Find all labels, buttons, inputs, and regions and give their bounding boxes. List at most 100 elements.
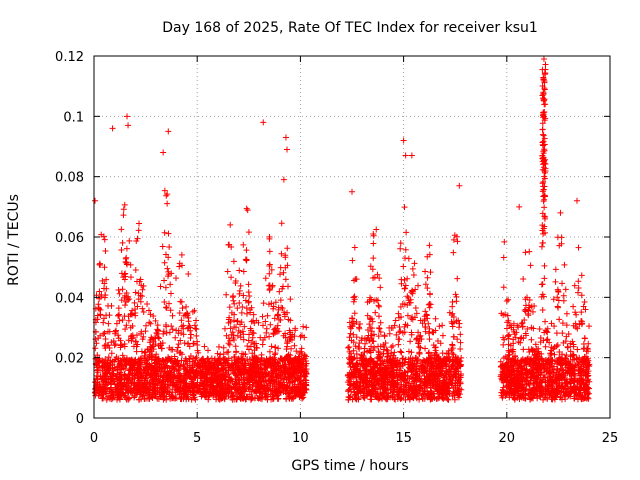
data-point xyxy=(353,365,360,372)
data-point xyxy=(175,366,182,373)
data-point xyxy=(450,249,457,256)
data-point xyxy=(560,292,567,299)
data-point xyxy=(203,372,210,379)
data-point xyxy=(209,386,216,393)
data-point xyxy=(98,231,105,238)
data-point xyxy=(265,362,272,369)
data-point xyxy=(164,200,171,207)
data-point xyxy=(370,240,377,247)
data-point xyxy=(405,297,412,304)
data-point xyxy=(162,251,169,258)
data-point xyxy=(357,372,364,379)
data-point xyxy=(402,396,409,403)
data-point xyxy=(227,325,234,332)
data-point xyxy=(166,344,173,351)
data-point xyxy=(288,345,295,352)
data-point xyxy=(374,271,381,278)
data-point xyxy=(136,278,143,285)
data-point xyxy=(137,391,144,398)
data-point xyxy=(559,330,566,337)
data-point xyxy=(131,393,138,400)
data-point xyxy=(448,318,455,325)
data-point xyxy=(96,288,103,295)
data-point xyxy=(119,239,126,246)
data-point xyxy=(163,323,170,330)
data-point xyxy=(203,375,210,382)
data-point xyxy=(102,389,109,396)
data-point xyxy=(236,267,243,274)
data-point xyxy=(233,349,240,356)
data-point xyxy=(183,367,190,374)
data-point xyxy=(163,329,170,336)
data-point xyxy=(287,296,294,303)
data-point xyxy=(415,282,422,289)
data-point xyxy=(348,388,355,395)
data-point xyxy=(398,280,405,287)
data-point xyxy=(348,315,355,322)
data-point xyxy=(147,336,154,343)
data-point xyxy=(169,312,176,319)
data-point xyxy=(346,394,353,401)
data-point xyxy=(300,379,307,386)
data-point xyxy=(145,346,152,353)
data-point xyxy=(275,345,282,352)
data-point xyxy=(126,395,133,402)
data-point xyxy=(161,259,168,266)
data-point xyxy=(408,349,415,356)
data-point xyxy=(386,330,393,337)
data-point xyxy=(432,344,439,351)
data-point xyxy=(108,339,115,346)
data-point xyxy=(114,363,121,370)
data-point xyxy=(584,394,591,401)
data-point xyxy=(441,383,448,390)
data-point xyxy=(134,303,141,310)
data-point xyxy=(144,360,151,367)
data-point xyxy=(367,355,374,362)
data-point xyxy=(401,323,408,330)
data-point xyxy=(435,373,442,380)
data-point xyxy=(578,309,585,316)
data-point xyxy=(161,393,168,400)
data-point xyxy=(150,346,157,353)
data-point xyxy=(503,297,510,304)
data-point xyxy=(259,383,266,390)
data-point xyxy=(377,390,384,397)
data-point xyxy=(424,285,431,292)
data-point xyxy=(245,289,252,296)
data-point xyxy=(176,310,183,317)
data-point xyxy=(291,371,298,378)
data-point xyxy=(381,387,388,394)
data-point xyxy=(242,351,249,358)
data-point xyxy=(221,325,228,332)
data-point xyxy=(418,392,425,399)
data-point xyxy=(539,281,546,288)
data-point xyxy=(536,326,543,333)
data-point xyxy=(167,281,174,288)
data-point xyxy=(253,390,260,397)
data-point xyxy=(573,391,580,398)
data-point xyxy=(166,244,173,251)
data-point xyxy=(236,379,243,386)
data-point xyxy=(240,241,247,248)
data-point xyxy=(345,344,352,351)
data-point xyxy=(294,388,301,395)
data-point xyxy=(567,340,574,347)
data-point xyxy=(167,369,174,376)
data-point xyxy=(231,300,238,307)
data-point xyxy=(428,352,435,359)
data-point xyxy=(412,304,419,311)
data-point xyxy=(532,341,539,348)
data-point xyxy=(447,380,454,386)
data-point xyxy=(296,363,303,370)
data-point xyxy=(445,371,452,378)
data-point xyxy=(399,300,406,307)
data-point xyxy=(500,341,507,348)
data-point xyxy=(108,302,115,309)
data-point xyxy=(96,261,103,268)
data-point xyxy=(182,383,189,390)
data-point xyxy=(406,375,413,382)
data-point xyxy=(375,396,382,403)
data-point xyxy=(262,390,269,397)
data-point xyxy=(456,358,463,365)
data-point xyxy=(210,385,217,392)
